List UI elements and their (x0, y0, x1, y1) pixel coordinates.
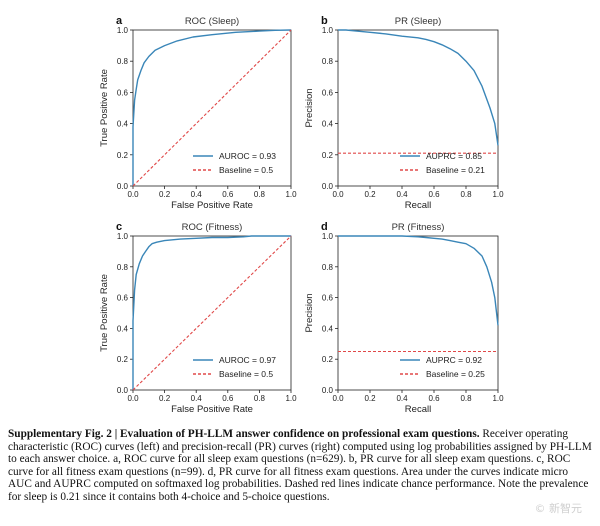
y-tick-label-b: 0.6 (322, 88, 334, 97)
panel-letter-d: d (321, 221, 328, 233)
y-tick-label-c: 0.0 (117, 386, 129, 395)
baseline-line-a (132, 29, 292, 187)
y-tick-label-b: 0.2 (322, 151, 334, 160)
x-tick-label-a: 0.8 (254, 190, 266, 199)
y-tick-label-a: 0.4 (117, 120, 129, 129)
panel-letter-a: a (116, 15, 123, 27)
y-tick-label-d: 0.2 (322, 355, 334, 364)
y-tick-label-d: 0.6 (322, 294, 334, 303)
y-tick-label-c: 0.8 (117, 263, 129, 272)
legend-label-d: AUPRC = 0.92 (426, 355, 482, 365)
plot-frame-b (337, 29, 499, 187)
x-tick-label-a: 0.6 (222, 190, 234, 199)
x-tick-label-a: 0.4 (191, 190, 203, 199)
plot-frame-d (337, 235, 499, 391)
y-tick-label-a: 1.0 (117, 26, 129, 35)
y-tick-label-b: 0.8 (322, 57, 334, 66)
x-tick-label-a: 0.0 (127, 190, 139, 199)
caption-title: Supplementary Fig. 2 | Evaluation of PH-… (8, 428, 480, 440)
x-tick-label-b: 0.6 (428, 190, 440, 199)
x-tick-label-d: 0.8 (460, 394, 472, 403)
curve-line-c (132, 235, 291, 390)
x-tick-label-c: 0.2 (159, 394, 171, 403)
y-tick-label-a: 0.2 (117, 151, 129, 160)
x-tick-label-b: 0.8 (460, 190, 472, 199)
y-tick-label-a: 0.0 (117, 182, 129, 191)
x-tick-label-a: 0.2 (159, 190, 171, 199)
y-axis-label-d: Precision (304, 293, 315, 332)
legend-label-c: Baseline = 0.5 (219, 369, 273, 379)
x-axis-label-a: False Positive Rate (171, 200, 253, 211)
x-tick-label-c: 0.6 (222, 394, 234, 403)
x-tick-label-d: 0.6 (428, 394, 440, 403)
x-tick-label-c: 0.8 (254, 394, 266, 403)
x-tick-label-c: 0.4 (191, 394, 203, 403)
figure-canvas: a ROC (Sleep) 0.0 0.2 0.4 0.6 0.8 1.0 0.0 0.2 0.4 0… (99, 15, 504, 415)
y-tick-label-c: 0.6 (117, 294, 129, 303)
y-tick-label-c: 0.2 (117, 355, 129, 364)
legend-label-d: Baseline = 0.25 (426, 369, 485, 379)
legend-label-c: AUROC = 0.97 (219, 355, 276, 365)
plot-frame-a (132, 29, 292, 187)
y-axis-label-a: True Positive Rate (99, 69, 110, 147)
baseline-line-c (132, 235, 292, 391)
y-tick-label-b: 0.0 (322, 182, 334, 191)
panel-letter-b: b (321, 15, 328, 27)
x-axis-label-c: False Positive Rate (171, 404, 253, 415)
panel-title-b: PR (Sleep) (395, 16, 441, 27)
legend-label-b: Baseline = 0.21 (426, 165, 485, 175)
x-tick-label-d: 0.2 (364, 394, 376, 403)
y-axis-label-b: Precision (304, 88, 315, 127)
y-axis-label-c: True Positive Rate (99, 274, 110, 352)
x-tick-label-b: 0.4 (396, 190, 408, 199)
y-tick-label-a: 0.6 (117, 88, 129, 97)
curve-line-a (132, 29, 292, 186)
x-tick-label-a: 1.0 (285, 190, 297, 199)
y-tick-label-c: 1.0 (117, 232, 129, 241)
x-tick-label-b: 1.0 (492, 190, 504, 199)
legend-label-b: AUPRC = 0.85 (426, 151, 482, 161)
watermark-text: © 新智元 (534, 502, 583, 515)
y-tick-label-d: 0.8 (322, 263, 334, 272)
curve-line-d (338, 235, 499, 326)
y-tick-label-b: 0.4 (322, 120, 334, 129)
x-axis-label-d: Recall (405, 404, 431, 415)
figure-caption: Supplementary Fig. 2 | Evaluation of PH-… (8, 428, 592, 504)
x-tick-label-d: 1.0 (492, 394, 504, 403)
curve-line-b (338, 29, 499, 146)
x-tick-label-d: 0.0 (332, 394, 344, 403)
y-tick-label-d: 0.0 (322, 386, 334, 395)
y-tick-label-a: 0.8 (117, 57, 129, 66)
y-tick-label-d: 1.0 (322, 232, 334, 241)
x-axis-label-b: Recall (405, 200, 431, 211)
caption-body: Receiver operating characteristic (ROC) … (8, 428, 592, 503)
x-tick-label-d: 0.4 (396, 394, 408, 403)
y-tick-label-b: 1.0 (322, 26, 334, 35)
legend-label-a: AUROC = 0.93 (219, 151, 276, 161)
panel-title-a: ROC (Sleep) (185, 16, 239, 27)
x-tick-label-c: 0.0 (127, 394, 139, 403)
x-tick-label-b: 0.0 (332, 190, 344, 199)
y-tick-label-c: 0.4 (117, 324, 129, 333)
x-tick-label-c: 1.0 (285, 394, 297, 403)
legend-label-a: Baseline = 0.5 (219, 165, 273, 175)
panel-title-d: PR (Fitness) (392, 222, 445, 233)
y-tick-label-d: 0.4 (322, 324, 334, 333)
x-tick-label-b: 0.2 (364, 190, 376, 199)
panel-letter-c: c (116, 221, 122, 233)
panel-title-c: ROC (Fitness) (182, 222, 243, 233)
